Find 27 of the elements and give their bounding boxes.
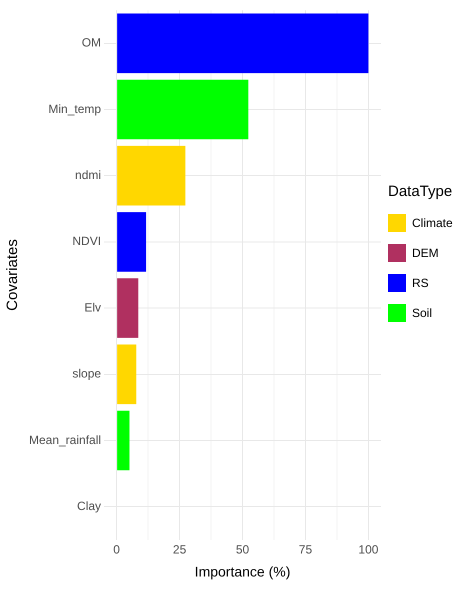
legend-label: Soil (412, 306, 432, 320)
y-tick-label: Elv (84, 300, 102, 314)
x-tick-label: 0 (113, 542, 120, 556)
y-tick-label: slope (72, 366, 102, 381)
bar (117, 344, 136, 404)
legend-label: DEM (412, 246, 439, 260)
bar (117, 146, 186, 206)
x-tick-label: 50 (236, 542, 250, 556)
bar (117, 278, 138, 338)
legend-label: Climate (412, 216, 453, 230)
y-tick-label: ndmi (75, 168, 102, 182)
bar (117, 14, 368, 74)
y-tick-label: Min_temp (48, 102, 102, 116)
bar (117, 410, 130, 470)
legend-label: RS (412, 276, 429, 290)
y-tick-label: NDVI (72, 234, 102, 248)
y-tick-label: OM (82, 36, 102, 50)
x-tick-label: 25 (172, 542, 187, 556)
x-tick-label: 100 (358, 542, 379, 556)
y-tick-label: Clay (77, 499, 102, 514)
bar (117, 212, 146, 272)
y-axis-title: Covariates (4, 239, 22, 311)
x-tick-label: 75 (298, 542, 312, 556)
x-axis-title: Importance (%) (194, 563, 290, 580)
y-tick-label: Mean_rainfall (28, 432, 102, 447)
bar (117, 80, 248, 140)
legend-title: DataType (388, 183, 453, 200)
